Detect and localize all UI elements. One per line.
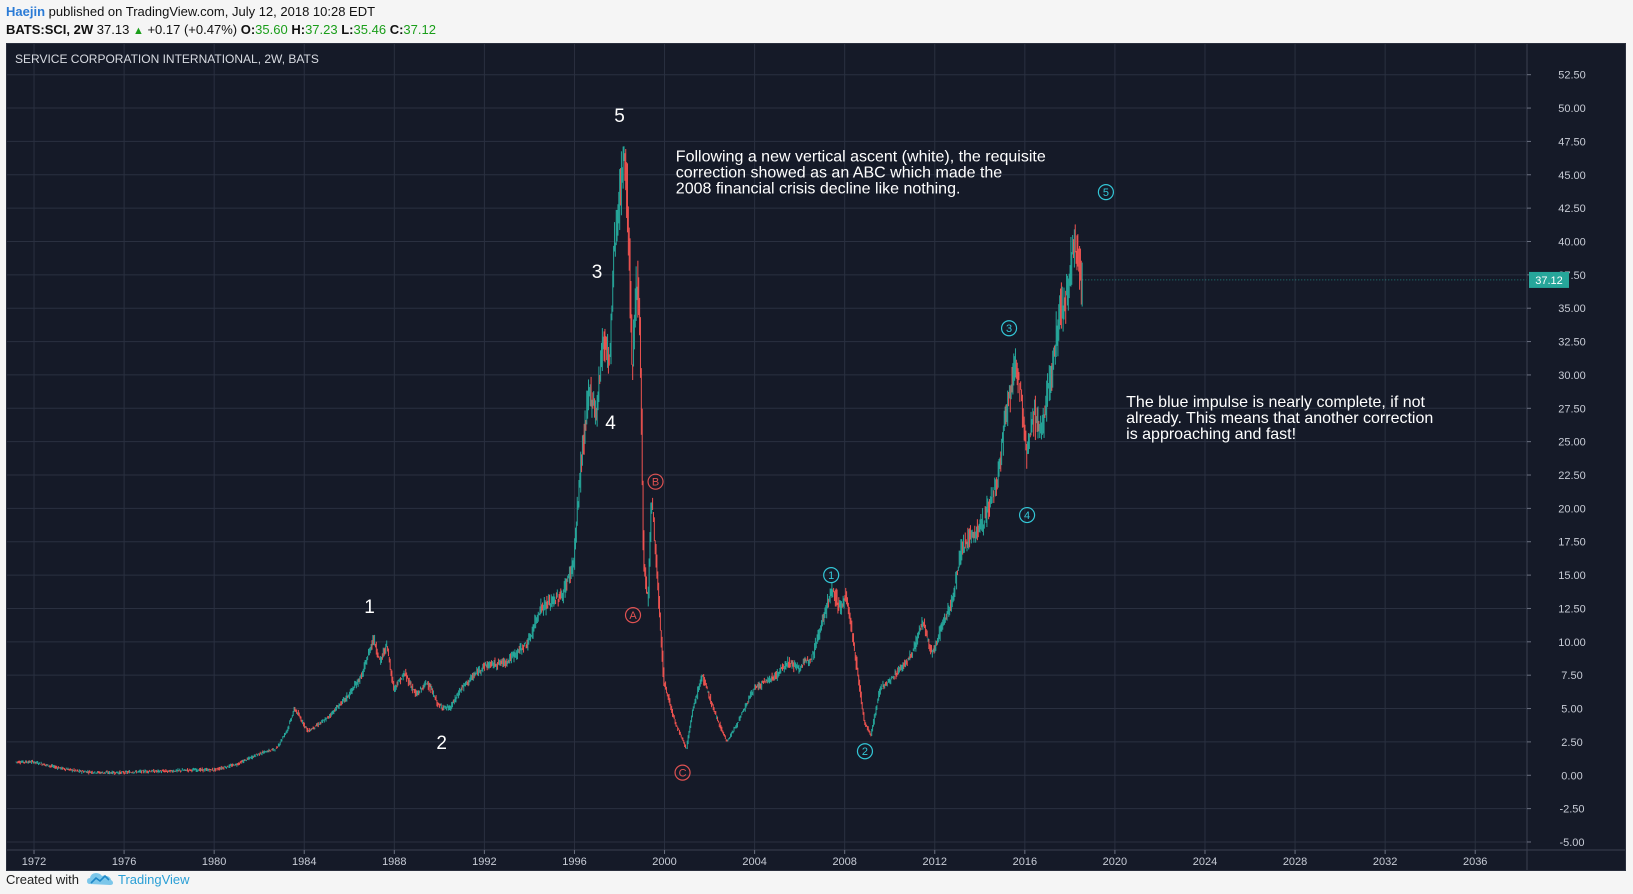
x-tick-label: 2008 xyxy=(832,856,856,868)
price-series xyxy=(15,146,1527,775)
high-label: H: xyxy=(291,22,306,37)
grid xyxy=(7,44,1527,850)
x-tick-label: 2000 xyxy=(652,856,676,868)
note-line: correction showed as an ABC which made t… xyxy=(676,164,1003,181)
wave-marker-red xyxy=(647,473,664,490)
x-tick-label: 2032 xyxy=(1373,856,1397,868)
y-tick-label: 15.00 xyxy=(1558,570,1586,582)
wave-label-white: 2 xyxy=(436,733,447,754)
y-tick-label: 40.00 xyxy=(1558,236,1586,248)
close-value: 37.12 xyxy=(403,22,436,37)
y-tick-label: -2.50 xyxy=(1559,804,1584,816)
current-price-label: 37.12 xyxy=(1535,275,1563,287)
y-tick-label: 17.50 xyxy=(1558,537,1586,549)
wave-label-white: 1 xyxy=(364,597,375,618)
publish-info: Haejin published on TradingView.com, Jul… xyxy=(6,4,375,19)
last-price: 37.13 xyxy=(96,22,130,37)
footer: Created with TradingView xyxy=(6,868,1626,892)
tradingview-brand-link[interactable]: TradingView xyxy=(118,872,190,887)
wave-marker-red xyxy=(624,607,642,624)
open-value: 35.60 xyxy=(255,22,288,37)
symbol-ohlc: BATS:SCI, 2W 37.13 ▲ +0.17 (+0.47%) O:35… xyxy=(6,22,436,37)
y-tick-label: 35.00 xyxy=(1558,303,1586,315)
x-tick-label: 2004 xyxy=(742,856,766,868)
time-axis[interactable]: 1972 1976 1980 1984 1988 1992 1996 2000 2004 2008… xyxy=(7,849,1625,868)
wave-label-blue: 2 xyxy=(862,746,868,758)
note-line: The blue impulse is nearly complete, if … xyxy=(1126,394,1425,411)
wave-annotations: 1 2 3 4 5 A B C 1 2 3 4 5 xyxy=(364,106,1115,781)
y-tick-label: 7.50 xyxy=(1561,670,1582,682)
low-value: 35.46 xyxy=(353,22,387,37)
wave-marker-blue xyxy=(823,566,840,584)
low-label: L: xyxy=(341,22,354,37)
wave-label-red: B xyxy=(652,477,659,489)
wave-label-blue: 5 xyxy=(1103,187,1109,199)
up-triangle-icon: ▲ xyxy=(132,25,144,37)
x-tick-label: 1972 xyxy=(22,856,46,868)
tradingview-cloud-icon xyxy=(87,873,113,885)
chart-notes: Following a new vertical ascent (white),… xyxy=(676,148,1433,443)
created-with-text: Created with xyxy=(6,872,79,887)
x-tick-label: 2028 xyxy=(1283,856,1307,868)
wave-label-white: 5 xyxy=(614,106,625,127)
x-tick-label: 1976 xyxy=(112,856,136,868)
note-line: already. This means that another correct… xyxy=(1126,410,1433,427)
close-label: C: xyxy=(389,22,404,37)
y-tick-label: 47.50 xyxy=(1558,136,1586,148)
y-tick-label: 0.00 xyxy=(1561,770,1582,782)
x-tick-label: 2020 xyxy=(1103,856,1127,868)
note-line: Following a new vertical ascent (white),… xyxy=(676,148,1046,165)
y-tick-label: 45.00 xyxy=(1558,170,1586,182)
y-tick-label: 25.00 xyxy=(1558,437,1586,449)
y-tick-label: 27.50 xyxy=(1558,403,1586,415)
x-tick-label: 2012 xyxy=(923,856,947,868)
wave-label-blue: 4 xyxy=(1024,510,1030,522)
x-tick-label: 1996 xyxy=(562,856,586,868)
wave-marker-red xyxy=(674,764,691,781)
y-tick-label: 22.50 xyxy=(1558,470,1586,482)
wave-marker-blue xyxy=(1000,320,1018,337)
published-text: published on TradingView.com, July 12, 2… xyxy=(48,4,376,19)
symbol-label: BATS:SCI, 2W xyxy=(6,22,94,37)
price-chart[interactable]: 1 2 3 4 5 A B C 1 2 3 4 5 Following a new vertical a… xyxy=(7,44,1625,870)
y-tick-label: 5.00 xyxy=(1561,704,1582,716)
y-tick-label: 10.00 xyxy=(1558,637,1586,649)
note-line: 2008 financial crisis decline like nothi… xyxy=(676,180,961,197)
note-line: is approaching and fast! xyxy=(1126,426,1296,443)
current-price-badge xyxy=(1529,271,1569,288)
chart-title: SERVICE CORPORATION INTERNATIONAL, 2W, B… xyxy=(15,52,319,66)
x-tick-label: 1980 xyxy=(202,856,226,868)
y-tick-label: 32.50 xyxy=(1558,337,1586,349)
x-tick-label: 1984 xyxy=(292,856,316,868)
y-tick-label: 50.00 xyxy=(1558,103,1586,115)
author-link[interactable]: Haejin xyxy=(6,4,46,19)
x-tick-label: 2024 xyxy=(1193,856,1217,868)
wave-label-blue: 3 xyxy=(1006,323,1012,335)
wave-label-red: A xyxy=(629,610,637,622)
wave-label-red: C xyxy=(679,768,687,780)
y-tick-label: -5.00 xyxy=(1559,837,1584,849)
wave-marker-blue xyxy=(1018,506,1036,524)
y-tick-label: 20.00 xyxy=(1558,503,1586,515)
wave-marker-blue xyxy=(1097,184,1115,201)
price-axis[interactable]: 52.5050.0047.5045.0042.5040.0037.5035.00… xyxy=(1526,44,1586,870)
y-tick-label: 30.00 xyxy=(1558,370,1586,382)
wave-label-blue: 1 xyxy=(828,570,834,582)
wave-marker-blue xyxy=(856,743,874,760)
x-tick-label: 1992 xyxy=(472,856,496,868)
x-tick-label: 2036 xyxy=(1463,856,1487,868)
x-tick-label: 2016 xyxy=(1013,856,1037,868)
wave-label-white: 4 xyxy=(605,413,616,434)
price-change: +0.17 (+0.47%) xyxy=(147,22,238,37)
chart-panel[interactable]: 1 2 3 4 5 A B C 1 2 3 4 5 Following a new vertical a… xyxy=(6,43,1626,871)
open-label: O: xyxy=(240,22,256,37)
y-tick-label: 42.50 xyxy=(1558,203,1586,215)
x-tick-label: 1988 xyxy=(382,856,406,868)
y-tick-label: 2.50 xyxy=(1561,737,1582,749)
y-tick-label: 52.50 xyxy=(1558,70,1586,82)
publish-header: Haejin published on TradingView.com, Jul… xyxy=(6,2,1626,42)
wave-label-white: 3 xyxy=(592,262,603,283)
y-tick-label: 12.50 xyxy=(1558,603,1586,615)
high-value: 37.23 xyxy=(305,22,338,37)
